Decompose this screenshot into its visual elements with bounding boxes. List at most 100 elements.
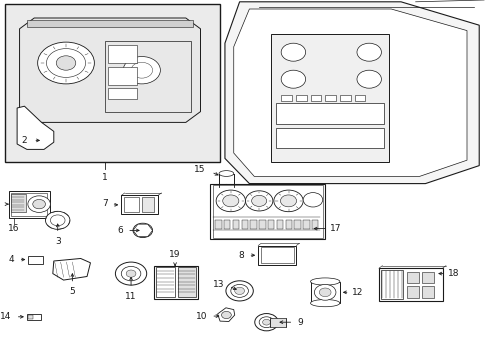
- Circle shape: [222, 195, 238, 207]
- Circle shape: [133, 223, 152, 238]
- Polygon shape: [133, 224, 152, 237]
- Bar: [11, 193, 47, 216]
- Circle shape: [319, 288, 330, 297]
- Bar: [123, 197, 139, 212]
- Bar: [311, 220, 318, 229]
- Circle shape: [230, 284, 248, 297]
- Bar: [9, 191, 50, 218]
- Bar: [325, 95, 335, 101]
- Bar: [276, 128, 383, 148]
- Bar: [281, 95, 291, 101]
- Bar: [210, 184, 325, 239]
- Bar: [378, 268, 442, 301]
- Bar: [215, 220, 221, 229]
- Bar: [354, 95, 365, 101]
- Polygon shape: [217, 308, 234, 321]
- Bar: [406, 272, 418, 283]
- Bar: [224, 220, 230, 229]
- Bar: [107, 45, 137, 63]
- Circle shape: [225, 281, 253, 301]
- Text: 7: 7: [102, 198, 107, 207]
- Text: 4: 4: [9, 255, 15, 264]
- Bar: [421, 286, 433, 298]
- Text: 3: 3: [55, 237, 61, 246]
- Bar: [212, 185, 322, 238]
- Circle shape: [273, 190, 303, 212]
- Bar: [219, 174, 233, 187]
- Text: 2: 2: [21, 136, 27, 145]
- Circle shape: [121, 266, 141, 281]
- Circle shape: [33, 199, 45, 209]
- Circle shape: [281, 43, 305, 61]
- Polygon shape: [53, 258, 90, 280]
- Bar: [406, 286, 418, 298]
- Circle shape: [28, 196, 50, 212]
- Bar: [5, 4, 220, 162]
- Circle shape: [45, 211, 70, 229]
- Ellipse shape: [310, 278, 339, 285]
- Circle shape: [356, 43, 381, 61]
- Bar: [232, 220, 239, 229]
- Ellipse shape: [234, 287, 244, 294]
- Bar: [339, 95, 350, 101]
- Circle shape: [245, 191, 272, 211]
- Circle shape: [356, 70, 381, 88]
- Bar: [27, 314, 41, 320]
- Bar: [303, 220, 309, 229]
- Text: 15: 15: [193, 165, 205, 174]
- Bar: [11, 194, 26, 212]
- Circle shape: [281, 70, 305, 88]
- Circle shape: [38, 42, 94, 84]
- Text: 18: 18: [447, 269, 459, 278]
- Ellipse shape: [219, 171, 233, 176]
- Polygon shape: [20, 18, 200, 122]
- Circle shape: [50, 215, 65, 226]
- Bar: [270, 318, 285, 327]
- Bar: [267, 220, 274, 229]
- Text: 17: 17: [329, 224, 341, 233]
- Text: 10: 10: [195, 311, 207, 320]
- Circle shape: [262, 319, 270, 325]
- Bar: [381, 270, 403, 299]
- Bar: [105, 41, 190, 112]
- Circle shape: [123, 57, 160, 84]
- Bar: [276, 220, 283, 229]
- Circle shape: [216, 190, 245, 212]
- Circle shape: [126, 270, 136, 277]
- Bar: [156, 267, 175, 297]
- Bar: [142, 197, 154, 212]
- Circle shape: [280, 195, 296, 207]
- Bar: [276, 103, 383, 124]
- Bar: [28, 315, 33, 319]
- Polygon shape: [17, 106, 54, 149]
- Bar: [258, 246, 296, 265]
- Bar: [28, 256, 43, 264]
- Text: 5: 5: [69, 287, 75, 296]
- Bar: [107, 88, 137, 99]
- Text: 14: 14: [0, 312, 12, 321]
- Text: 19: 19: [169, 250, 181, 259]
- Polygon shape: [224, 2, 478, 184]
- Circle shape: [46, 49, 85, 77]
- Bar: [310, 95, 321, 101]
- Bar: [177, 267, 196, 297]
- Circle shape: [137, 226, 148, 235]
- Bar: [294, 220, 300, 229]
- Polygon shape: [233, 9, 466, 176]
- Bar: [285, 220, 291, 229]
- Circle shape: [115, 262, 146, 285]
- Bar: [241, 220, 247, 229]
- Bar: [310, 282, 339, 303]
- Text: 8: 8: [238, 251, 244, 260]
- Bar: [107, 67, 137, 85]
- Circle shape: [221, 311, 231, 319]
- Bar: [295, 95, 306, 101]
- Bar: [259, 220, 265, 229]
- Circle shape: [259, 317, 273, 328]
- Text: 11: 11: [125, 292, 137, 301]
- Bar: [121, 195, 158, 214]
- Text: 12: 12: [351, 288, 363, 297]
- Text: 1: 1: [102, 173, 108, 182]
- Circle shape: [254, 314, 278, 331]
- Circle shape: [56, 56, 76, 70]
